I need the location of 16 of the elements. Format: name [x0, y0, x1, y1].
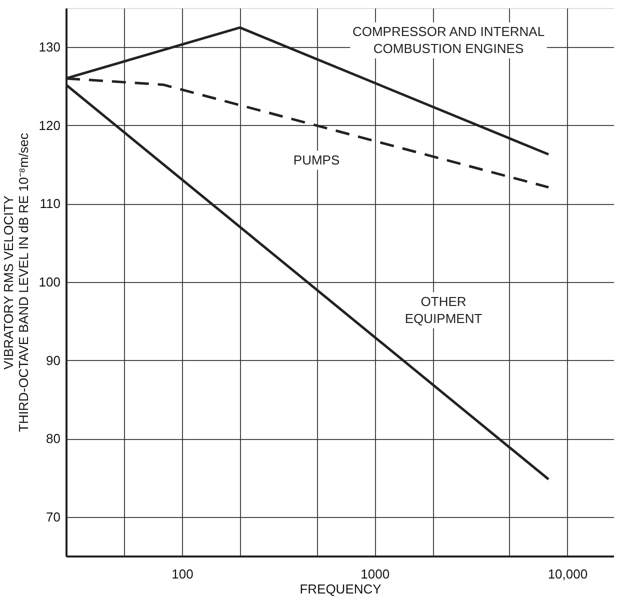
series-label: COMPRESSOR AND INTERNAL COMBUSTION ENGINES [352, 24, 545, 56]
text: OTHER EQUIPMENT [404, 294, 482, 326]
y-tick-label: 130 [38, 40, 60, 55]
y-tick-label: 100 [38, 274, 60, 290]
y-tick-label: 80 [46, 431, 60, 446]
y-tick-label: 120 [38, 118, 60, 133]
x-tick-label: 1000 [360, 566, 390, 582]
x-tick-label: 10,000 [548, 566, 588, 582]
series-label: PUMPS [293, 152, 340, 168]
text: THIRD-OCTAVE BAND LEVEL IN dB RE 10⁻⁸m/sec [16, 133, 31, 432]
x-tick-label: 100 [172, 566, 194, 582]
y-tick-label: 110 [40, 196, 60, 212]
y-tick-label: 90 [46, 352, 60, 368]
text: VIBRATORY RMS VELOCITY [0, 196, 16, 370]
y-tick-label: 70 [46, 509, 60, 524]
x-axis-title: FREQUENCY [300, 582, 382, 596]
